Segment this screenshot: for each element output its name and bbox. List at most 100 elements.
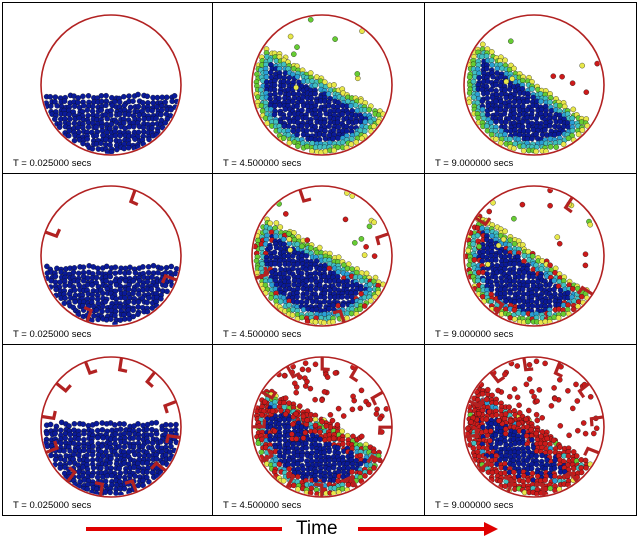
particle — [470, 61, 477, 67]
particle — [93, 132, 100, 139]
particle — [71, 103, 78, 110]
particle — [278, 266, 284, 273]
particle — [144, 93, 151, 100]
particle — [383, 406, 390, 412]
particle — [300, 294, 306, 301]
particle — [153, 431, 160, 437]
particle — [146, 295, 152, 301]
particle — [511, 386, 518, 392]
particle — [465, 247, 471, 254]
particle — [523, 433, 530, 439]
particle — [326, 441, 333, 448]
particle — [502, 57, 508, 64]
particle — [358, 236, 365, 242]
time-label: T = 0.025000 secs — [13, 329, 92, 340]
particle — [483, 416, 490, 423]
particle — [62, 430, 69, 437]
particle — [327, 412, 334, 418]
particle — [479, 98, 486, 104]
particle — [268, 254, 275, 260]
particle — [94, 427, 101, 434]
particle — [135, 299, 142, 305]
particle — [66, 111, 72, 118]
particle — [569, 127, 576, 134]
particle — [335, 269, 341, 275]
particle — [135, 468, 141, 474]
particle — [95, 265, 101, 272]
particle — [112, 264, 119, 270]
particle — [565, 302, 571, 308]
particle — [357, 405, 364, 412]
time-label: T = 4.500000 secs — [223, 500, 302, 511]
particle — [48, 452, 54, 459]
particle — [517, 410, 523, 416]
particle — [503, 298, 509, 304]
particle — [295, 473, 301, 480]
particle — [524, 457, 531, 464]
particle — [272, 261, 278, 267]
particle — [326, 123, 332, 130]
particle — [502, 131, 508, 138]
particle — [499, 278, 505, 285]
particle — [493, 98, 499, 105]
particle-bed — [44, 262, 180, 325]
particle — [327, 294, 334, 300]
drum-simulation — [251, 356, 393, 498]
particle — [468, 419, 474, 425]
particle — [479, 258, 486, 264]
particle — [486, 208, 492, 215]
particle — [488, 106, 494, 113]
particle — [551, 277, 557, 284]
particle — [583, 465, 589, 471]
particle — [570, 465, 577, 472]
particle — [286, 466, 293, 472]
lifter-bar — [55, 382, 72, 393]
particle — [277, 298, 284, 305]
particle — [521, 452, 527, 459]
particle — [547, 99, 553, 105]
particle — [286, 140, 293, 146]
particle — [489, 233, 495, 239]
particle — [93, 420, 100, 427]
particle — [321, 389, 328, 395]
particle — [587, 394, 594, 400]
particle — [511, 215, 517, 222]
particle — [471, 94, 477, 101]
particle — [304, 378, 310, 385]
particle — [362, 119, 369, 125]
particle — [348, 310, 355, 317]
particle — [319, 397, 325, 403]
particle — [511, 316, 518, 322]
particle — [295, 143, 301, 149]
particle — [283, 211, 289, 217]
particle — [485, 261, 491, 268]
particle — [84, 452, 90, 459]
particle — [162, 282, 169, 289]
particle — [66, 127, 72, 134]
particle — [307, 385, 314, 392]
particle — [321, 119, 328, 126]
particle — [113, 490, 119, 496]
particle — [528, 426, 534, 433]
particle — [303, 253, 310, 259]
particle — [295, 441, 302, 447]
particle — [546, 281, 553, 288]
particle — [569, 286, 576, 292]
particle — [112, 270, 118, 276]
particle — [533, 358, 540, 365]
particle — [57, 279, 63, 285]
particle — [373, 411, 380, 417]
particle — [84, 486, 91, 492]
particle — [547, 202, 553, 209]
particle — [84, 282, 91, 288]
particle — [112, 422, 118, 428]
time-label: T = 9.000000 secs — [435, 158, 514, 169]
particle — [308, 286, 314, 293]
particle — [116, 443, 123, 450]
particle — [520, 148, 527, 154]
particle — [484, 65, 490, 72]
particle — [366, 469, 373, 475]
drum-simulation — [40, 356, 182, 498]
particle — [557, 377, 563, 383]
particle — [289, 312, 296, 318]
